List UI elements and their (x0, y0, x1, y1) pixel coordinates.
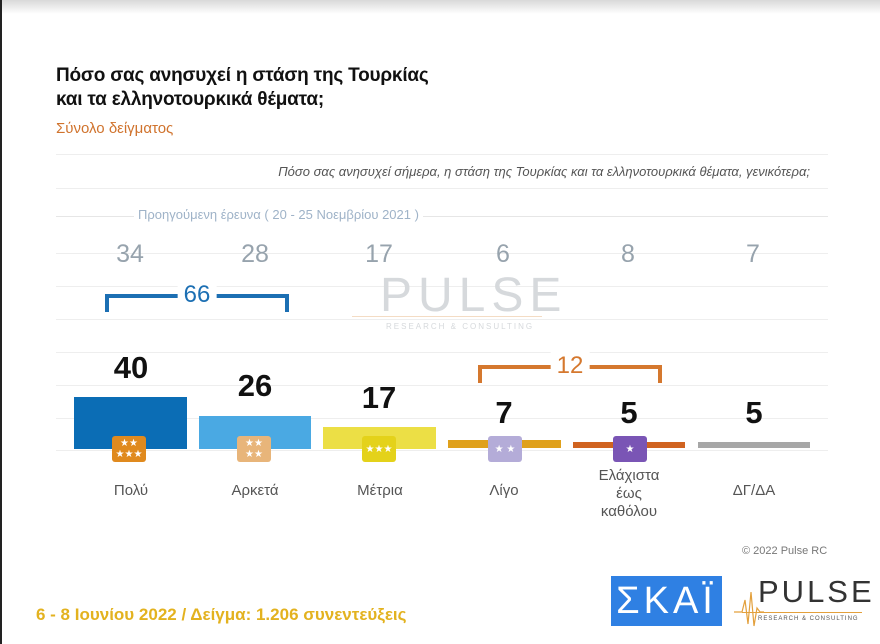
previous-value: 34 (116, 240, 144, 268)
title-line-1: Πόσο σας ανησυχεί η στάση της Τουρκίας (56, 65, 429, 86)
gridline (56, 253, 828, 254)
three-stars-icon: ★★★ (362, 436, 396, 462)
five-stars-icon: ★★ ★★★ (112, 436, 146, 462)
gridline (56, 352, 828, 353)
current-value: 40 (113, 350, 149, 385)
survey-footer: 6 - 8 Ιουνίου 2022 / Δείγμα: 1.206 συνεν… (36, 605, 407, 624)
bracket-tick (105, 294, 109, 312)
gridline (56, 216, 828, 217)
previous-value: 28 (241, 240, 269, 268)
window-top-shadow (0, 0, 880, 14)
window-left-edge (0, 0, 2, 644)
category-label: Ελάχιστα έως καθόλου (573, 467, 685, 521)
category-label: Αρκετά (231, 482, 279, 499)
one-star-icon: ★ (613, 436, 647, 462)
two-stars-icon: ★ ★ (488, 436, 522, 462)
category-label-line: έως (616, 485, 642, 502)
gridline (56, 188, 828, 189)
previous-survey-label: Προηγούμενη έρευνα ( 20 - 25 Νοεμβρίου 2… (134, 207, 423, 222)
title-line-2: και τα ελληνοτουρκικά θέματα; (56, 89, 324, 110)
bracket-total-current: 12 (478, 352, 662, 385)
bar-dgda (698, 442, 810, 448)
pulse-logo-line (742, 612, 862, 613)
four-stars-icon: ★★ ★★ (237, 436, 271, 462)
watermark-pulse-line (352, 316, 542, 317)
bracket-tick (658, 365, 662, 383)
category-label: Μέτρια (357, 482, 403, 499)
bracket-total-previous: 66 (105, 281, 289, 314)
copyright: © 2022 Pulse RC (742, 545, 828, 557)
bracket-tick (285, 294, 289, 312)
chart-subtitle: Σύνολο δείγματος (56, 120, 174, 137)
current-value: 17 (361, 380, 397, 415)
survey-question: Πόσο σας ανησυχεί σήμερα, η στάση της Το… (278, 164, 810, 179)
pulse-logo-word: PULSE (758, 574, 875, 609)
current-value: 5 (745, 395, 763, 430)
gridline (56, 418, 828, 419)
previous-value: 8 (621, 240, 635, 268)
category-label: Λίγο (489, 482, 519, 499)
bracket-tick (478, 365, 482, 383)
gridline (56, 154, 828, 155)
bracket-label: 66 (177, 281, 217, 309)
gridline (56, 450, 828, 451)
current-value: 7 (495, 395, 513, 430)
current-value: 5 (620, 395, 638, 430)
watermark-tagline: RESEARCH & CONSULTING (386, 322, 535, 331)
chart-title: Πόσο σας ανησυχεί η στάση της Τουρκίας κ… (56, 64, 429, 112)
previous-value: 6 (496, 240, 510, 268)
gridline (56, 286, 828, 287)
previous-value: 7 (746, 240, 760, 268)
category-label: ΔΓ/ΔΑ (732, 482, 776, 499)
category-label-line: καθόλου (600, 503, 658, 520)
pulse-watermark: PULSE (380, 269, 568, 322)
pulse-wave-icon (734, 591, 764, 627)
pulse-logo: PULSE RESEARCH & CONSULTING (734, 574, 872, 630)
bracket-label: 12 (550, 352, 590, 380)
gridline (56, 385, 828, 386)
previous-value: 17 (365, 240, 393, 268)
pulse-logo-tagline: RESEARCH & CONSULTING (758, 616, 859, 622)
current-value: 26 (237, 368, 273, 403)
skai-logo: ΣΚΑΪ (611, 576, 722, 626)
category-label-line: Ελάχιστα (598, 467, 660, 484)
category-label: Πολύ (113, 482, 149, 499)
gridline (56, 319, 828, 320)
